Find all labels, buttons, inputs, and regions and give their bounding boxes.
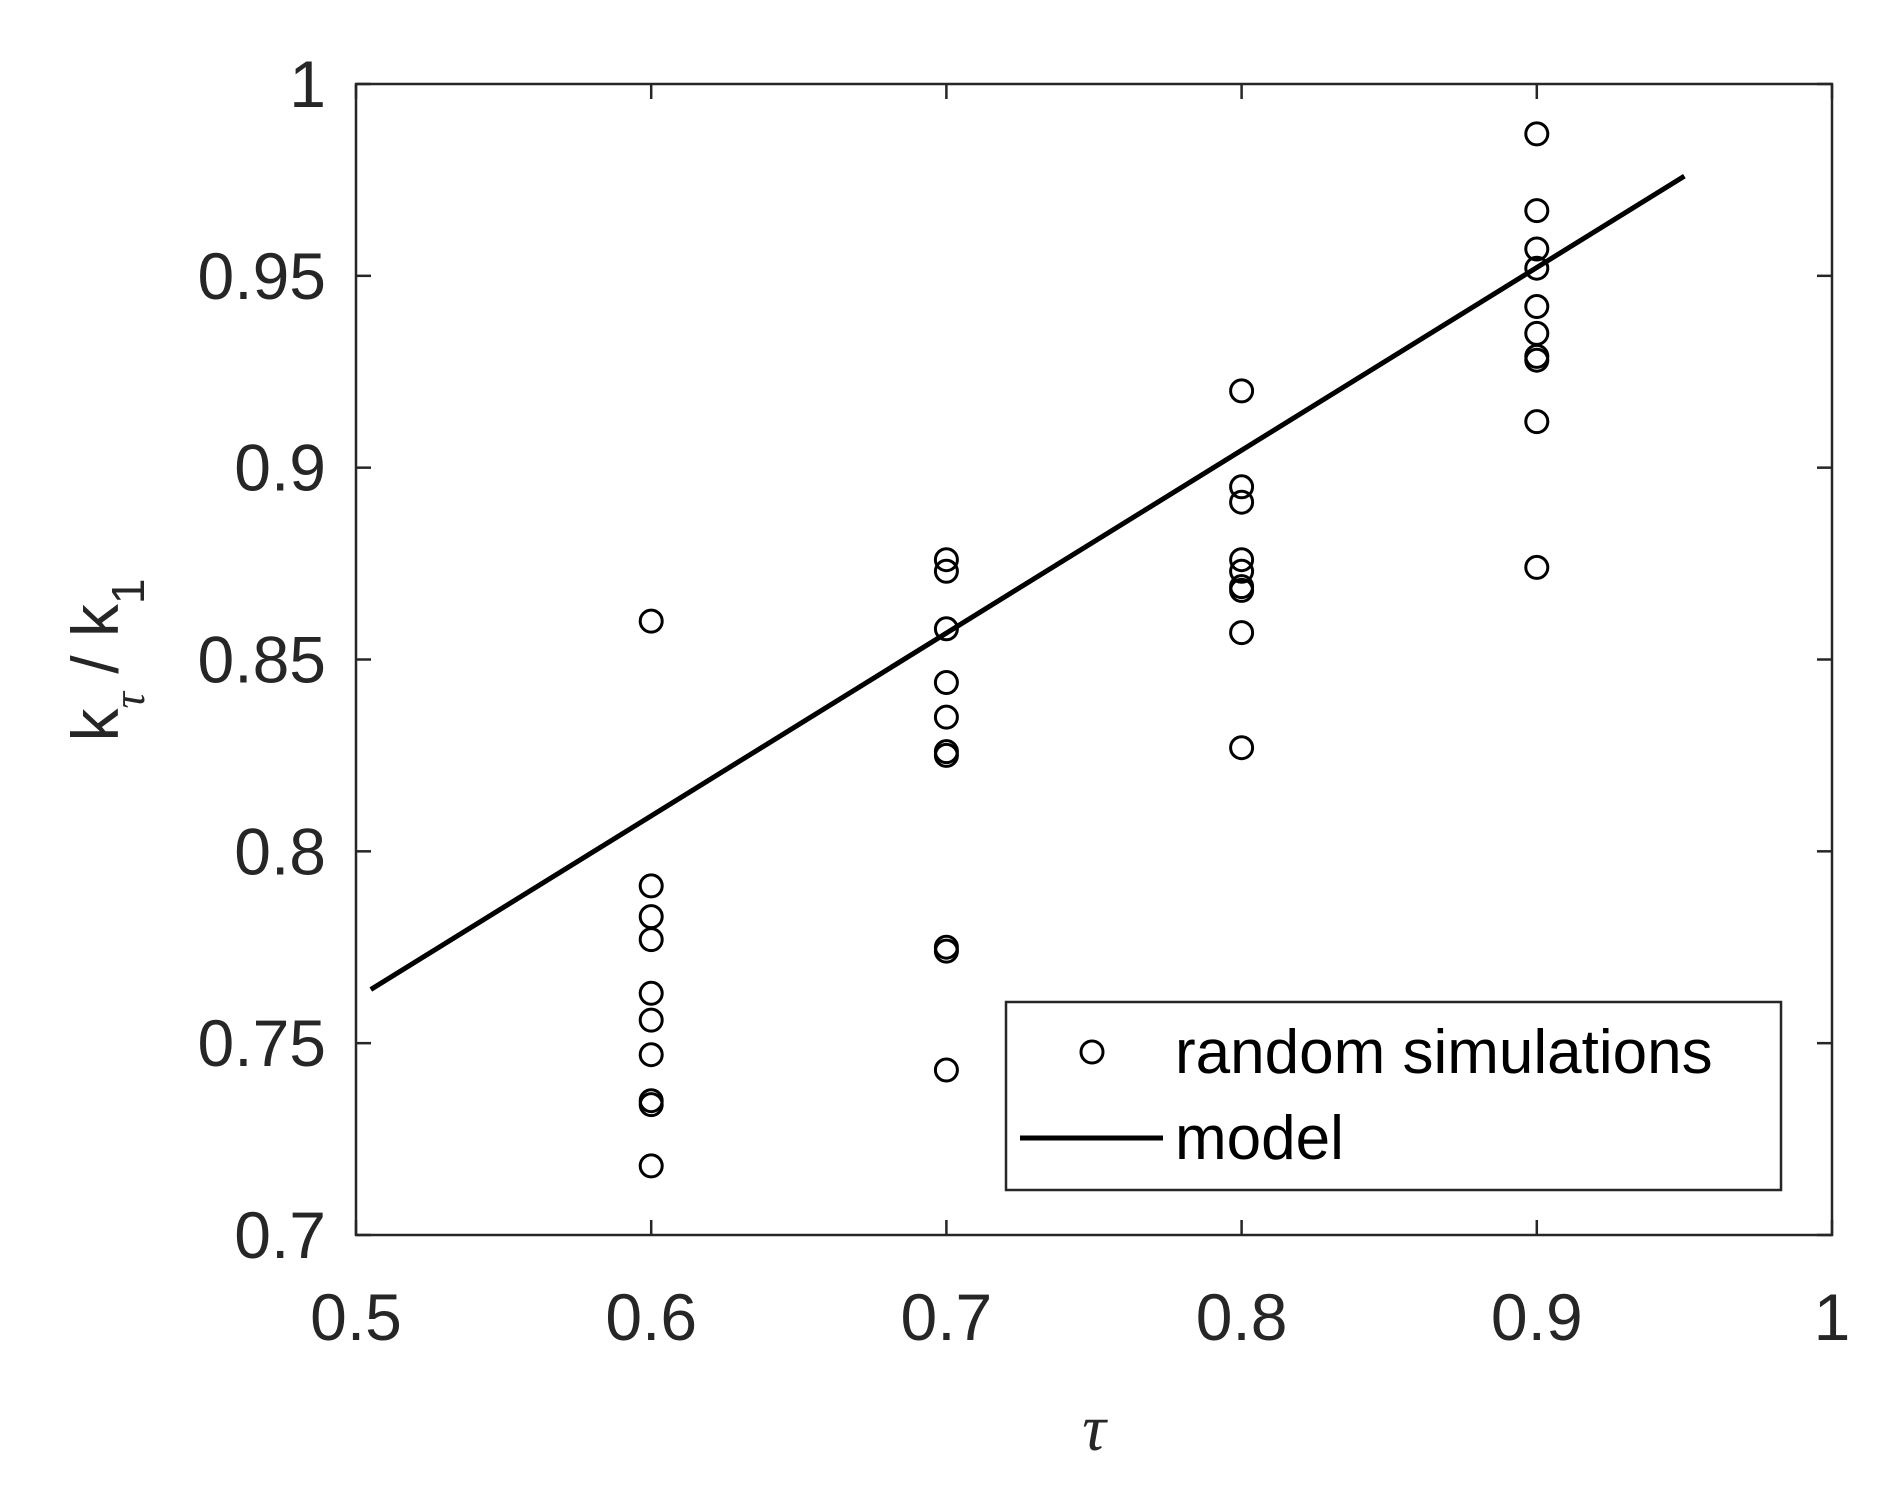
x-axis-label: τ bbox=[1082, 1392, 1108, 1465]
data-point bbox=[638, 873, 664, 899]
data-point bbox=[1229, 558, 1255, 584]
x-tick-labels: 0.5 0.6 0.7 0.8 0.9 1 bbox=[310, 1280, 1850, 1354]
data-point bbox=[1524, 121, 1550, 147]
data-point bbox=[638, 927, 664, 953]
line-series-model bbox=[369, 173, 1686, 992]
y-axis-label-base: k bbox=[58, 708, 132, 742]
x-tick-label: 0.5 bbox=[310, 1280, 402, 1354]
axis-ticks bbox=[354, 82, 1834, 1237]
data-point bbox=[1229, 489, 1255, 515]
data-point bbox=[933, 547, 959, 573]
data-point bbox=[1524, 294, 1550, 319]
y-tick-label: 0.95 bbox=[198, 239, 326, 313]
data-point bbox=[1524, 554, 1550, 580]
y-tick-label: 0.85 bbox=[198, 623, 326, 697]
y-axis-label-sub2: 1 bbox=[102, 578, 154, 604]
data-point bbox=[933, 938, 959, 964]
data-point bbox=[1229, 735, 1255, 761]
legend-label-model: model bbox=[1175, 1104, 1344, 1173]
x-tick-label: 0.6 bbox=[605, 1280, 697, 1354]
data-point bbox=[638, 1153, 664, 1179]
y-tick-label: 0.9 bbox=[234, 431, 326, 505]
data-point bbox=[1229, 474, 1255, 500]
legend-marker-random-simulations bbox=[1079, 1039, 1105, 1065]
y-tick-label: 1 bbox=[289, 47, 326, 121]
data-point bbox=[1524, 236, 1550, 262]
y-axis-label-base2: k bbox=[58, 603, 132, 637]
y-axis-label: kτ / k1 bbox=[58, 578, 154, 741]
data-point bbox=[1229, 378, 1255, 404]
scatter-series-random-simulations bbox=[638, 121, 1550, 1179]
x-tick-label: 0.7 bbox=[901, 1280, 993, 1354]
data-point bbox=[638, 980, 664, 1006]
data-point bbox=[1229, 620, 1255, 646]
data-point bbox=[933, 670, 959, 695]
data-point bbox=[1524, 409, 1550, 435]
data-point bbox=[638, 608, 664, 634]
data-point bbox=[933, 742, 959, 768]
data-point bbox=[638, 1007, 664, 1033]
legend: random simulations model bbox=[1004, 1000, 1783, 1192]
model-line bbox=[369, 173, 1686, 992]
legend-label-random-simulations: random simulations bbox=[1175, 1018, 1713, 1087]
legend-box bbox=[1004, 1000, 1783, 1192]
data-point bbox=[933, 1057, 959, 1083]
y-tick-labels: 0.7 0.75 0.8 0.85 0.9 0.95 1 bbox=[198, 47, 326, 1272]
y-tick-label: 0.8 bbox=[234, 814, 326, 888]
y-tick-label: 0.7 bbox=[234, 1198, 326, 1272]
data-point bbox=[933, 558, 959, 584]
x-tick-label: 0.8 bbox=[1196, 1280, 1288, 1354]
y-axis-label-separator: / bbox=[58, 637, 132, 692]
y-tick-label: 0.75 bbox=[198, 1006, 326, 1080]
data-point bbox=[1229, 577, 1255, 603]
x-tick-label: 1 bbox=[1814, 1280, 1851, 1354]
data-point bbox=[1524, 198, 1550, 224]
x-tick-label: 0.9 bbox=[1491, 1280, 1583, 1354]
data-point bbox=[1524, 255, 1550, 281]
data-point bbox=[1524, 347, 1550, 373]
data-point bbox=[638, 1042, 664, 1068]
y-axis-label-sub1: τ bbox=[103, 691, 154, 709]
data-point bbox=[933, 704, 959, 730]
data-point bbox=[638, 1092, 664, 1118]
data-point bbox=[1229, 547, 1255, 573]
